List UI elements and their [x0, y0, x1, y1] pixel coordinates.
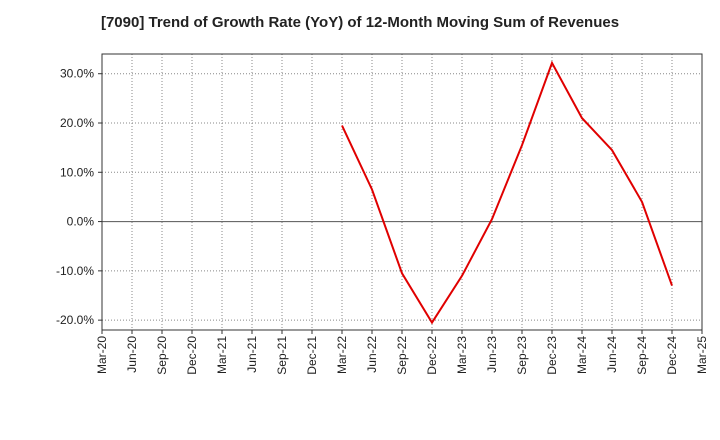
plot-frame	[101, 53, 703, 331]
series-lines	[341, 60, 673, 325]
x-tick-label: Mar-22	[335, 336, 349, 374]
x-tick-label: Sep-21	[275, 336, 289, 375]
x-tick-label: Dec-20	[185, 336, 199, 375]
x-tick-label: Dec-23	[545, 336, 559, 375]
x-tick-label: Sep-22	[395, 336, 409, 375]
x-tick-label: Dec-24	[665, 336, 679, 375]
y-tick-label: 20.0%	[60, 116, 94, 130]
x-tick-label: Mar-23	[455, 336, 469, 374]
x-tick-label: Mar-25	[695, 336, 709, 374]
x-tick-label: Jun-24	[605, 336, 619, 373]
x-tick-label: Jun-23	[485, 336, 499, 373]
x-tick-label: Dec-22	[425, 336, 439, 375]
x-tick-labels: Mar-20 Jun-20 Sep-20 Dec-20 Mar-21 Jun-21 Sep-…	[95, 336, 709, 375]
x-tick-label: Jun-20	[125, 336, 139, 373]
y-tick-label: 30.0%	[60, 67, 94, 81]
x-tick-label: Sep-23	[515, 336, 529, 375]
axes	[98, 53, 703, 334]
y-tick-label: 10.0%	[60, 165, 94, 179]
y-tick-label: 0.0%	[67, 215, 95, 229]
x-tick-label: Dec-21	[305, 336, 319, 375]
x-tick-label: Mar-21	[215, 336, 229, 374]
x-tick-label: Sep-20	[155, 336, 169, 375]
series-line	[341, 60, 673, 325]
x-tick-label: Mar-20	[95, 336, 109, 374]
x-tick-label: Jun-22	[365, 336, 379, 373]
y-tick-label: -20.0%	[56, 313, 94, 327]
x-tick-label: Mar-24	[575, 336, 589, 374]
chart-title: [7090] Trend of Growth Rate (YoY) of 12-…	[100, 14, 620, 31]
y-tick-label: -10.0%	[56, 264, 94, 278]
y-tick-labels: 30.0% 20.0% 10.0% 0.0% -10.0% -20.0%	[56, 67, 94, 327]
x-tick-label: Sep-24	[635, 336, 649, 375]
x-tick-label: Jun-21	[245, 336, 259, 373]
